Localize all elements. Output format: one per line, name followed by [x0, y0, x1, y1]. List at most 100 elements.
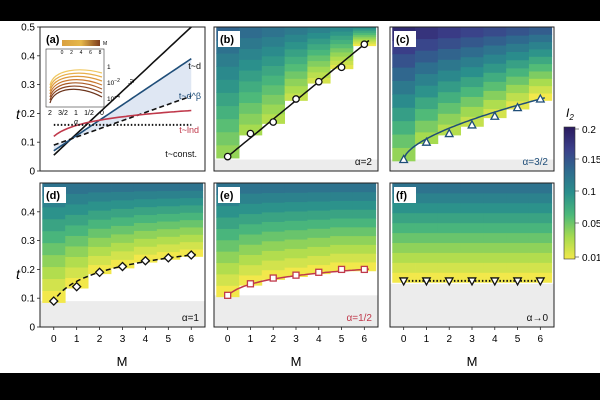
heatmap-cell [239, 264, 263, 276]
y-tick-label: 0.4 [21, 207, 35, 218]
x-tick-label: 5 [515, 334, 521, 345]
heatmap-cell [392, 212, 416, 224]
heatmap-cell [437, 222, 462, 234]
inset-y-label: nI [126, 79, 135, 85]
heatmap-cell [284, 27, 308, 35]
heatmap-cell [42, 230, 66, 244]
heatmap-cell [284, 41, 308, 50]
heatmap-cell [216, 262, 240, 275]
heatmap-cell [261, 221, 286, 232]
heatmap-cell [528, 78, 553, 87]
heatmap-cell [284, 78, 308, 87]
heatmap-cell [392, 262, 416, 273]
heatmap-cell [88, 228, 112, 238]
heatmap-cell [528, 27, 553, 35]
data-point [337, 63, 346, 72]
heatmap-cell [483, 81, 507, 91]
heatmap-cell [261, 75, 286, 86]
data-point [71, 281, 82, 292]
heatmap-cell [352, 34, 377, 37]
heatmap-cell [307, 27, 331, 34]
heatmap-cell [65, 267, 89, 279]
heatmap-cell [239, 223, 263, 235]
heatmap-cell [330, 218, 354, 228]
heatmap-cell [352, 27, 377, 30]
heatmap-cell [352, 226, 377, 237]
heatmap-cell [111, 233, 135, 243]
heatmap-cell [307, 38, 331, 45]
heatmap-cell [415, 96, 439, 110]
heatmap-cell [437, 81, 462, 93]
heatmap-cell [483, 45, 507, 55]
heatmap-cell [216, 144, 240, 159]
y-axis-label-top: t [16, 106, 21, 122]
heatmap-cell [392, 120, 416, 135]
heatmap-cell [330, 39, 354, 45]
heatmap-cell [216, 53, 240, 67]
inset-y-tick: 10−4 [107, 94, 120, 103]
x-tick-label: 2 [446, 334, 452, 345]
heatmap-cell [460, 66, 484, 78]
heatmap-cell [133, 222, 158, 231]
y-tick-label: 0.1 [21, 294, 35, 305]
inset-x-tick: 1/2 [84, 110, 94, 117]
heatmap-cell [506, 202, 530, 214]
heatmap-cell [65, 183, 89, 194]
data-point [360, 40, 369, 49]
inset-curve [49, 85, 103, 101]
inset-x-tick: 2 [48, 110, 52, 117]
data-point [246, 129, 255, 138]
heatmap-cell [528, 34, 553, 43]
heatmap-cell [437, 212, 462, 224]
heatmap-cell [133, 183, 158, 192]
heatmap-cell [133, 214, 158, 223]
figure: t t M M M t~d t~d^β t~lnd t~const. 0 2 4 6 8 M 2 3/… [0, 21, 600, 373]
heatmap-cell [460, 192, 484, 204]
heatmap-cell [111, 199, 135, 209]
heatmap-cell [415, 85, 439, 98]
heatmap-cell [437, 232, 462, 244]
y-tick-label: 0 [29, 167, 35, 178]
heatmap-cell [111, 225, 135, 235]
series-label: t~d^β [179, 91, 201, 101]
heatmap-cell [506, 212, 530, 224]
heatmap-cell [483, 192, 507, 204]
heatmap-cell [239, 102, 263, 114]
heatmap-cell [261, 65, 286, 76]
heatmap-cell [506, 59, 530, 69]
heatmap-cell [65, 214, 89, 226]
colorbar: I2 0.2 0.15 0.1 0.05 0.01 [563, 106, 600, 264]
y-tick-label: 0.3 [21, 236, 35, 247]
heatmap-cell [483, 72, 507, 82]
heatmap-cell [437, 242, 462, 253]
data-point [246, 280, 255, 288]
colorbar-tick-label: 0.05 [582, 219, 600, 230]
heatmap-cell [239, 203, 263, 215]
heatmap-cell [261, 27, 286, 38]
colorbar-bar [563, 126, 576, 260]
heatmap-cell [392, 242, 416, 253]
x-tick-label: 6 [362, 334, 368, 345]
heatmap-cell [330, 35, 354, 40]
heatmap-cell [415, 38, 439, 51]
heatmap-cell [460, 27, 484, 38]
heatmap-cell [65, 225, 89, 236]
heatmap-cell [284, 49, 308, 57]
heatmap-cell [307, 228, 331, 238]
inset-curve [49, 69, 103, 86]
excluded-region [390, 283, 554, 327]
data-point [48, 296, 59, 306]
series-label: t~lnd [179, 125, 199, 135]
heatmap-cell [216, 217, 240, 229]
alpha-label: α→0 [527, 313, 549, 324]
heatmap-cell [88, 201, 112, 211]
heatmap-cell [415, 242, 439, 253]
heatmap-cell [216, 274, 240, 286]
heatmap-cell [307, 246, 331, 256]
heatmap-cell [261, 104, 286, 115]
x-tick-label: 3 [120, 334, 126, 345]
y-axis-label-bottom: t [16, 266, 21, 282]
heatmap-cell [352, 191, 377, 201]
heatmap-cell [330, 52, 354, 57]
